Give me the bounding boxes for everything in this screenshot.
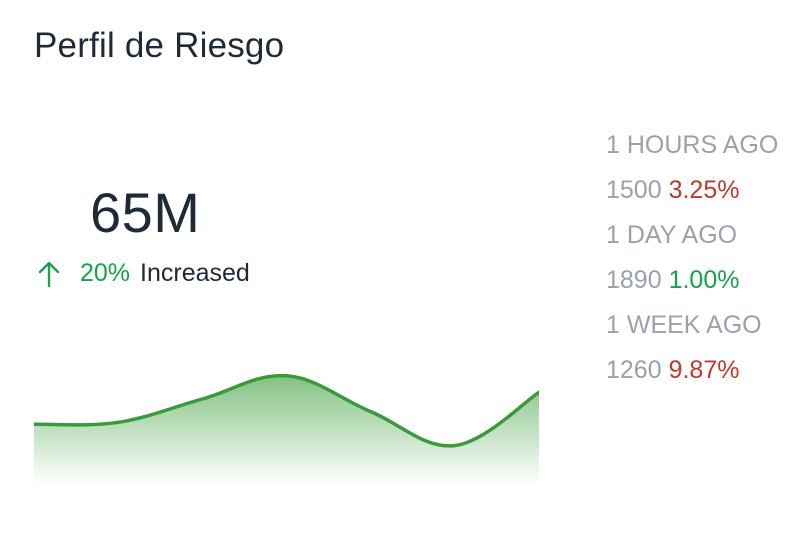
history-period: 1 WEEK AGO (606, 311, 762, 339)
metric-value: 65M (90, 181, 201, 244)
history-percent: 1.00% (668, 266, 740, 294)
change-percent: 20% (80, 259, 131, 287)
change-label: Increased (140, 259, 250, 287)
sparkline-line (34, 373, 539, 448)
history-count: 1260 (606, 356, 662, 384)
history-count: 1890 (606, 266, 662, 294)
history-count: 1500 (606, 176, 662, 204)
sparkline-chart (34, 373, 539, 485)
change-indicator: 20% Increased (36, 259, 250, 288)
sparkline-area (34, 375, 539, 485)
history-stat: 1890 1.00% (606, 263, 806, 308)
arrow-up-icon (38, 261, 60, 287)
card-title: Perfil de Riesgo (34, 26, 285, 65)
history-stat: 1500 3.25% (606, 173, 806, 218)
history-list: 1 HOURS AGO 1500 3.25% 1 DAY AGO 1890 1.… (606, 128, 806, 398)
history-percent: 3.25% (668, 176, 740, 204)
history-period: 1 HOURS AGO (606, 131, 779, 159)
history-percent: 9.87% (668, 356, 740, 384)
history-period: 1 DAY AGO (606, 221, 738, 249)
history-stat: 1260 9.87% (606, 353, 806, 398)
